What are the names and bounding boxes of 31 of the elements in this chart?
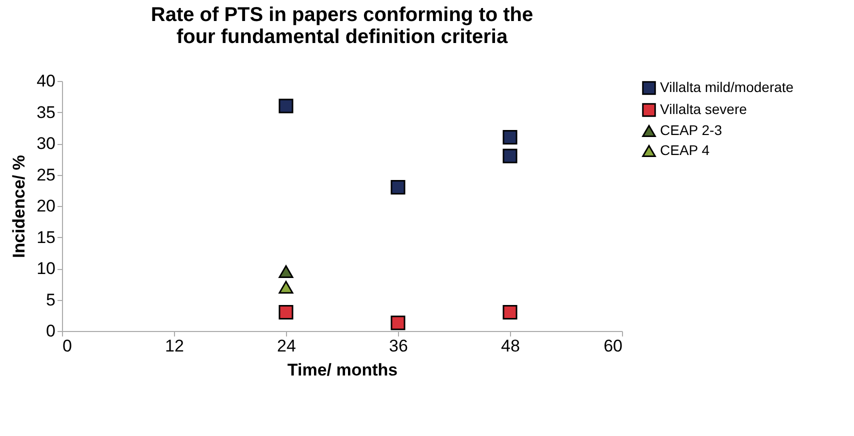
x-tick-label: 24 <box>277 336 296 356</box>
y-tick-label: 20 <box>36 196 56 216</box>
point <box>502 130 518 145</box>
y-tick-label: 5 <box>46 290 56 310</box>
point <box>278 304 294 320</box>
y-axis-title: Incidence/ % <box>10 155 29 258</box>
legend-label: CEAP 2-3 <box>660 122 722 138</box>
point <box>390 316 406 330</box>
point <box>278 265 294 278</box>
y-tick-label: 35 <box>36 102 56 122</box>
point <box>278 280 294 294</box>
point <box>390 180 406 195</box>
y-tick-label: 25 <box>36 165 56 184</box>
x-tick-label: 36 <box>389 336 408 356</box>
x-tick-label: 12 <box>165 336 184 356</box>
y-tick-label: 15 <box>36 228 56 247</box>
y-tick-label: 10 <box>36 259 56 278</box>
point <box>278 98 294 114</box>
point <box>502 304 518 320</box>
x-tick-label: 48 <box>501 336 520 356</box>
x-tick-label: 60 <box>604 336 622 356</box>
y-tick-label: 0 <box>46 322 56 340</box>
x-tick-label: 0 <box>62 336 72 356</box>
legend-label: Villalta mild/moderate <box>660 79 794 95</box>
x-axis-title: Time/ months <box>287 360 398 380</box>
chart-title: Rate of PTS in papers conforming to the four fundamental definition criteria <box>150 4 534 48</box>
y-tick-label: 30 <box>36 134 56 153</box>
legend-label: Villalta severe <box>660 101 748 117</box>
legend-label: CEAP 4 <box>660 142 710 158</box>
y-tick-label: 40 <box>36 72 56 90</box>
point <box>502 148 518 164</box>
